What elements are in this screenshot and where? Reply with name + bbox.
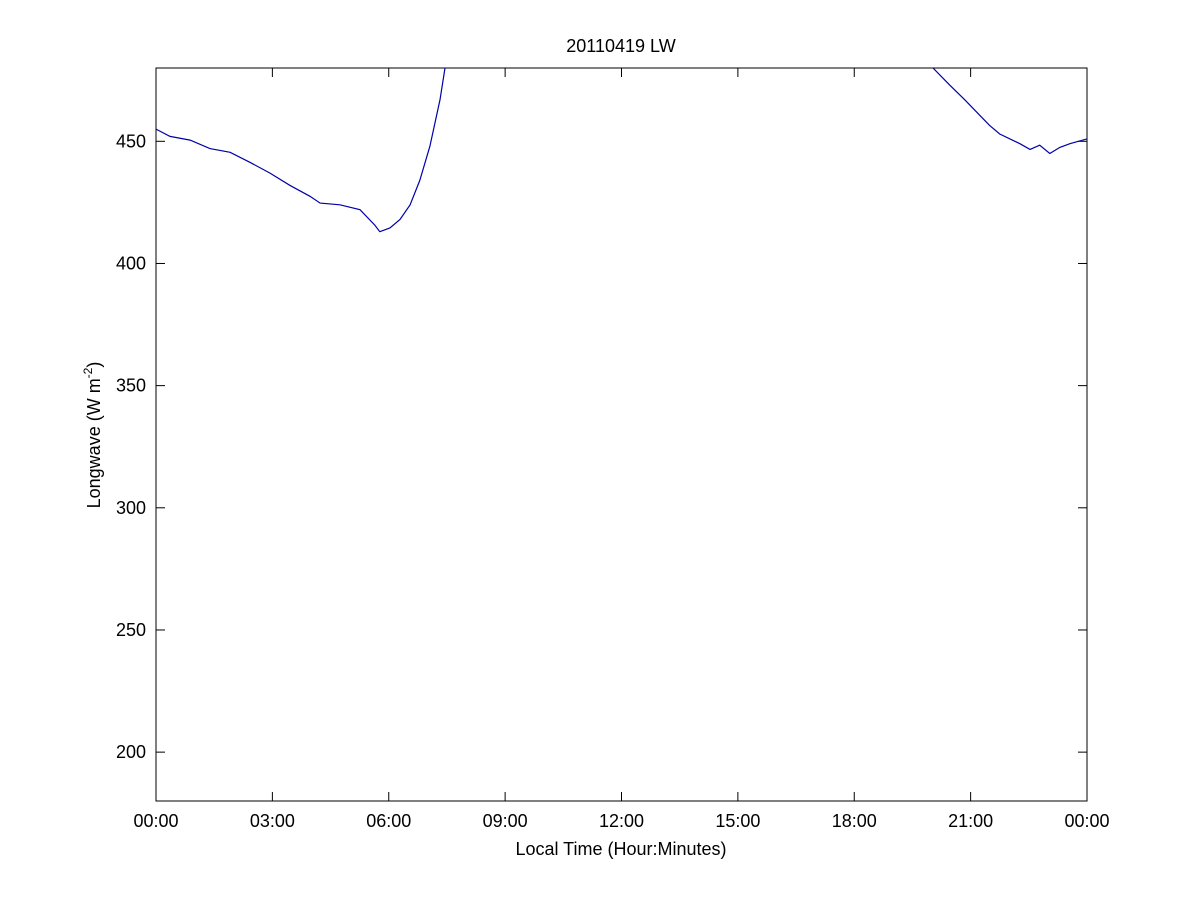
x-tick-label: 00:00 (1064, 811, 1109, 831)
y-tick-label: 300 (116, 498, 146, 518)
x-tick-label: 03:00 (250, 811, 295, 831)
y-tick-label: 200 (116, 742, 146, 762)
longwave-series-line (156, 68, 446, 233)
x-tick-label: 21:00 (948, 811, 993, 831)
x-tick-label: 06:00 (366, 811, 411, 831)
y-axis-label: Longwave (W m-2) (81, 362, 104, 509)
x-tick-label: 18:00 (832, 811, 877, 831)
x-tick-label: 00:00 (133, 811, 178, 831)
longwave-series-line (932, 68, 1087, 155)
y-tick-label: 400 (116, 253, 146, 273)
chart-title: 20110419 LW (566, 36, 675, 56)
y-tick-label: 350 (116, 376, 146, 396)
x-axis-label: Local Time (Hour:Minutes) (515, 839, 726, 859)
x-tick-label: 15:00 (715, 811, 760, 831)
x-tick-label: 09:00 (483, 811, 528, 831)
plot-area (155, 67, 1088, 802)
y-tick-label: 450 (116, 131, 146, 151)
y-tick-label: 250 (116, 620, 146, 640)
x-tick-label: 12:00 (599, 811, 644, 831)
